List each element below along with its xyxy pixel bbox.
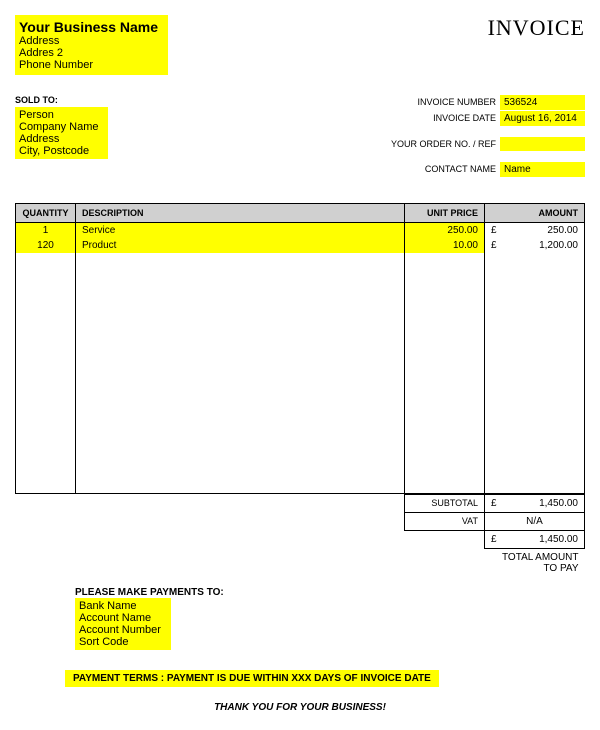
order-ref (500, 137, 585, 151)
items-table: QUANTITY DESCRIPTION UNIT PRICE AMOUNT 1… (15, 203, 585, 494)
invoice-number-label: INVOICE NUMBER (413, 95, 500, 110)
cell-amount: £1,200.00 (485, 238, 585, 253)
contact-label: CONTACT NAME (421, 162, 500, 177)
cell-qty: 1 (16, 223, 76, 239)
thank-you: THANK YOU FOR YOUR BUSINESS! (15, 702, 585, 713)
order-ref-label: YOUR ORDER NO. / REF (387, 137, 500, 151)
invoice-meta: INVOICE NUMBER 536524 INVOICE DATE Augus… (387, 95, 585, 178)
table-filler (16, 253, 585, 493)
business-address2: Addres 2 (19, 47, 158, 59)
grand-note: TOTAL AMOUNT TO PAY (485, 548, 585, 577)
sold-to-person: Person (19, 109, 98, 121)
th-description: DESCRIPTION (76, 204, 405, 223)
payment-terms: PAYMENT TERMS : PAYMENT IS DUE WITHIN XX… (65, 670, 439, 687)
payment-sort-code: Sort Code (79, 636, 161, 648)
vat-label: VAT (405, 512, 485, 530)
subtotal-value: £1,450.00 (485, 494, 585, 512)
business-address1: Address (19, 35, 158, 47)
th-amount: AMOUNT (485, 204, 585, 223)
th-quantity: QUANTITY (16, 204, 76, 223)
table-row: 120 Product 10.00 £1,200.00 (16, 238, 585, 253)
vat-value: N/A (485, 512, 585, 530)
cell-desc: Product (76, 238, 405, 253)
sold-to-company: Company Name (19, 121, 98, 133)
invoice-date-label: INVOICE DATE (429, 111, 500, 126)
invoice-number: 536524 (500, 95, 585, 110)
sold-to-city: City, Postcode (19, 145, 98, 157)
invoice-title: INVOICE (488, 15, 585, 75)
payment-account-name: Account Name (79, 612, 161, 624)
header: Your Business Name Address Addres 2 Phon… (15, 15, 585, 75)
sold-to-block: Person Company Name Address City, Postco… (15, 107, 108, 159)
table-row: 1 Service 250.00 £250.00 (16, 223, 585, 239)
cell-desc: Service (76, 223, 405, 239)
cell-price: 10.00 (405, 238, 485, 253)
cell-amount: £250.00 (485, 223, 585, 239)
meta-section: SOLD TO: Person Company Name Address Cit… (15, 95, 585, 178)
cell-price: 250.00 (405, 223, 485, 239)
subtotal-label: SUBTOTAL (405, 494, 485, 512)
totals-section: SUBTOTAL £1,450.00 VAT N/A £1,450.00 TOT… (15, 494, 585, 577)
business-block: Your Business Name Address Addres 2 Phon… (15, 15, 168, 75)
payment-block: Bank Name Account Name Account Number So… (75, 598, 171, 650)
payment-section: PLEASE MAKE PAYMENTS TO: Bank Name Accou… (75, 587, 585, 650)
invoice-date: August 16, 2014 (500, 111, 585, 126)
grand-total: £1,450.00 (485, 530, 585, 548)
sold-to-address: Address (19, 133, 98, 145)
payment-account-number: Account Number (79, 624, 161, 636)
business-name: Your Business Name (19, 19, 158, 35)
sold-to-section: SOLD TO: Person Company Name Address Cit… (15, 95, 108, 178)
sold-to-label: SOLD TO: (15, 95, 108, 105)
contact-name: Name (500, 162, 585, 177)
th-unit-price: UNIT PRICE (405, 204, 485, 223)
cell-qty: 120 (16, 238, 76, 253)
business-phone: Phone Number (19, 59, 158, 71)
payment-bank: Bank Name (79, 600, 161, 612)
payment-title: PLEASE MAKE PAYMENTS TO: (75, 587, 585, 598)
